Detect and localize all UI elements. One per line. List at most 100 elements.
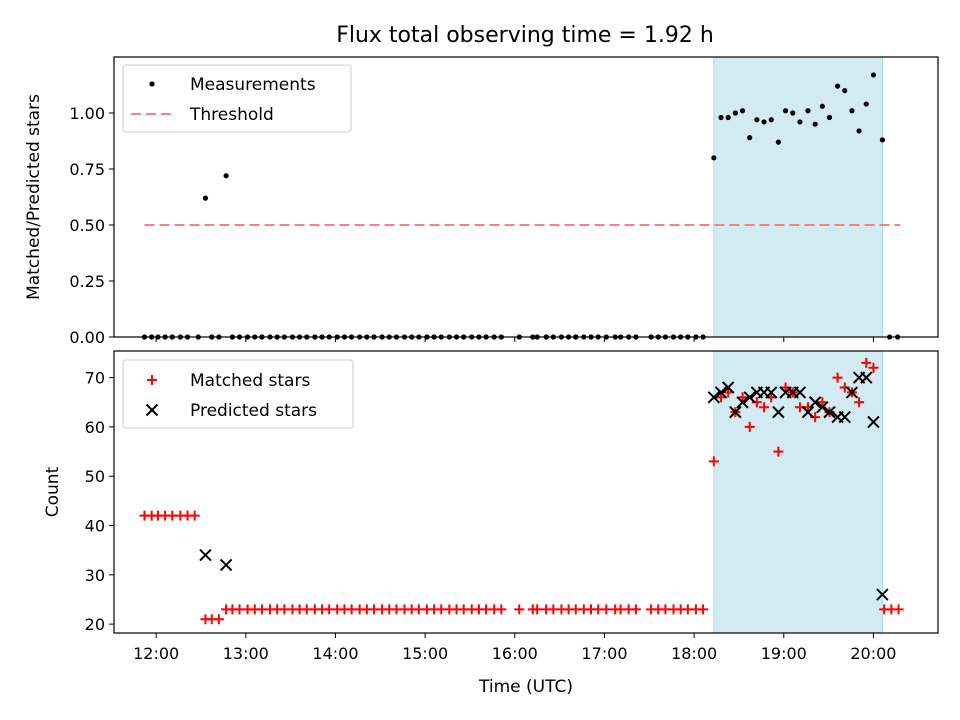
x-tick-label: 19:00 <box>761 644 807 663</box>
top-y-axis-label: Matched/Predicted stars <box>24 94 44 300</box>
matched-star-point <box>213 614 224 625</box>
measurement-point <box>711 155 717 161</box>
y-tick-label: 1.00 <box>69 104 105 123</box>
bottom-axes-frame <box>113 350 939 634</box>
measurement-point <box>879 137 886 143</box>
matched-star-point <box>723 387 734 398</box>
predicted-star-point <box>714 386 728 399</box>
legend-box <box>122 359 354 429</box>
y-tick-label: 20 <box>85 615 105 634</box>
bottom-y-axis-label: Count <box>43 466 63 517</box>
legend-predicted-marker <box>145 403 159 417</box>
matched-star-point <box>868 362 879 373</box>
measurement-point <box>826 114 833 121</box>
x-tick-label: 18:00 <box>671 644 717 663</box>
top-axes-frame <box>113 56 939 338</box>
predicted-star-point <box>838 410 851 424</box>
highlight-span <box>713 56 883 338</box>
x-tick-label: 17:00 <box>581 644 627 663</box>
matched-star-point <box>708 456 719 467</box>
x-tick-label: 13:00 <box>223 644 269 663</box>
top-legend: Measurements Threshold <box>122 64 352 133</box>
matched-star-point <box>601 604 612 615</box>
measurement-point <box>797 119 803 125</box>
predicted-star-point <box>199 548 212 562</box>
measurement-point <box>790 110 796 116</box>
matched-star-point <box>698 604 709 615</box>
legend-measurements-label: Measurements <box>190 75 316 95</box>
predicted-star-point <box>793 386 807 399</box>
legend-predicted-label: Predicted stars <box>190 401 317 421</box>
y-tick-label: 50 <box>85 467 105 486</box>
x-tick-label: 16:00 <box>492 644 538 663</box>
predicted-star-point <box>729 405 742 419</box>
measurement-point <box>819 103 825 109</box>
measurement-point <box>718 114 724 121</box>
measurement-point <box>812 121 818 127</box>
matched-star-point <box>532 604 543 615</box>
measurement-point <box>805 108 811 114</box>
x-tick-label: 14:00 <box>312 644 358 663</box>
y-tick-label: 0.00 <box>69 328 105 347</box>
measurement-point <box>849 108 855 114</box>
y-tick-label: 0.75 <box>69 160 105 179</box>
matched-star-point <box>744 421 755 432</box>
measurement-point <box>870 72 877 78</box>
matched-star-point <box>759 402 770 413</box>
matched-star-point <box>817 397 828 408</box>
measurement-point <box>739 108 746 114</box>
matched-star-point <box>189 510 200 521</box>
predicted-star-point <box>876 588 889 601</box>
matched-star-point <box>737 392 748 403</box>
legend-matched-label: Matched stars <box>190 371 310 391</box>
y-tick-label: 30 <box>85 566 105 585</box>
predicted-star-point <box>707 391 721 404</box>
y-tick-label: 70 <box>85 369 105 388</box>
predicted-star-point <box>867 415 880 429</box>
matched-star-point <box>773 446 784 457</box>
y-tick-label: 60 <box>85 418 105 437</box>
predicted-star-point <box>816 400 829 414</box>
matched-star-point <box>893 604 904 615</box>
predicted-star-point <box>743 391 756 404</box>
measurement-point <box>768 117 774 123</box>
measurement-point <box>782 108 789 114</box>
x-tick-label: 12:00 <box>133 644 179 663</box>
predicted-star-point <box>219 558 233 572</box>
predicted-star-point <box>736 396 749 409</box>
predicted-star-point <box>765 386 778 399</box>
top-axes: 0.00 0.25 0.50 0.75 1.00 Matched/Predicted s… <box>24 56 939 347</box>
y-tick-label: 40 <box>85 517 105 536</box>
matched-star-point <box>716 392 727 403</box>
predicted-star-point <box>772 405 785 419</box>
measurement-point <box>842 88 848 94</box>
legend-measurement-marker <box>149 81 155 87</box>
measurement-point <box>834 83 841 89</box>
measurement-point <box>725 114 731 121</box>
measurement-point <box>747 135 753 141</box>
measurement-point <box>761 119 767 125</box>
matched-star-point <box>854 397 865 408</box>
bottom-axes: 20 30 40 50 60 70 12:00 13:00 14:00 15:00 16:00 17… <box>43 350 939 697</box>
matched-star-point <box>514 604 525 615</box>
matched-star-point <box>861 357 872 368</box>
measurement-point <box>754 117 760 123</box>
matched-star-point <box>630 604 641 615</box>
matched-star-point <box>496 604 507 615</box>
y-tick-label: 0.25 <box>69 272 105 291</box>
measurement-point <box>223 173 229 179</box>
predicted-star-point <box>823 405 836 419</box>
measurement-point <box>202 195 209 201</box>
x-tick-label: 20:00 <box>850 644 896 663</box>
legend-matched-marker <box>147 375 157 385</box>
predicted-star-point <box>801 405 815 419</box>
x-axis-label: Time (UTC) <box>478 677 573 697</box>
matched-star-point <box>832 372 843 383</box>
y-tick-label: 0.50 <box>69 216 105 235</box>
x-tick-label: 15:00 <box>402 644 448 663</box>
predicted-star-point <box>808 396 822 409</box>
predicted-star-point <box>721 381 735 394</box>
bottom-legend: Matched stars Predicted stars <box>122 359 354 429</box>
chart-title: Flux total observing time = 1.92 h <box>336 23 714 48</box>
